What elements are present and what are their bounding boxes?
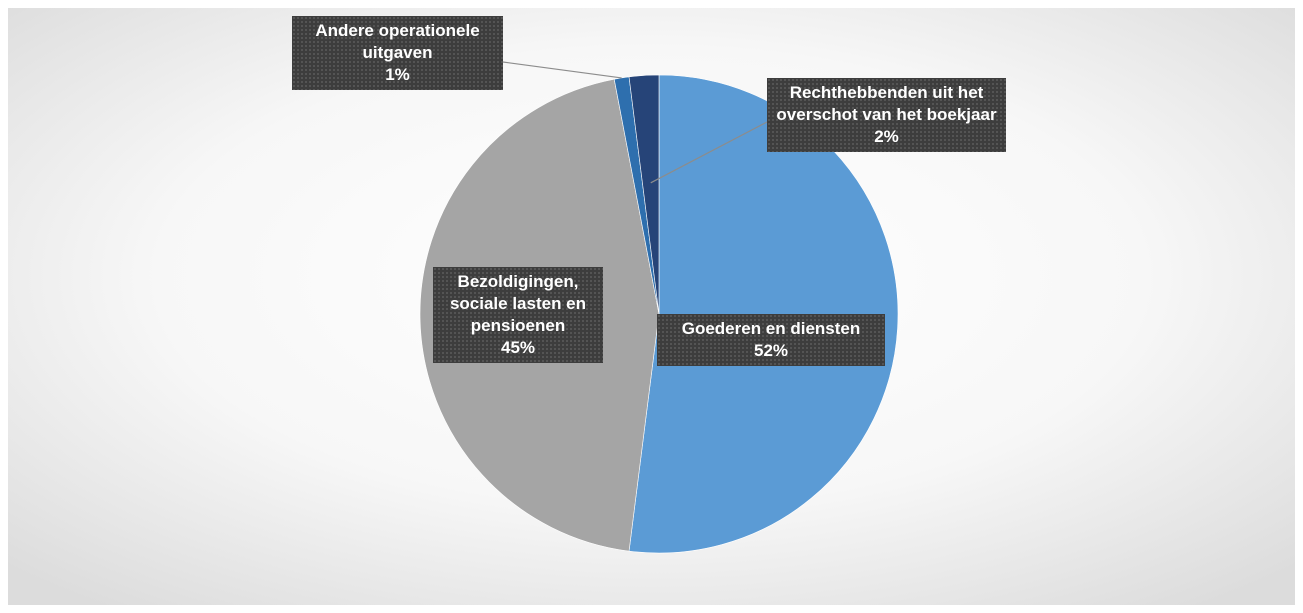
- label-value: 1%: [385, 65, 410, 84]
- pie-slice: [628, 74, 660, 315]
- data-label: Bezoldigingen, sociale lasten en pensioe…: [433, 267, 603, 363]
- label-category: Goederen en diensten: [681, 319, 861, 338]
- data-label: Rechthebbenden uit het overschot van het…: [767, 78, 1006, 152]
- data-label: Andere operationele uitgaven 1%: [292, 16, 503, 90]
- leader-line: [502, 61, 622, 79]
- label-value: 45%: [500, 338, 536, 357]
- data-label: Goederen en diensten 52%: [657, 314, 885, 366]
- label-category: Andere operationele uitgaven: [315, 21, 480, 62]
- label-category: Rechthebbenden uit het overschot van het…: [776, 83, 997, 124]
- label-value: 52%: [753, 341, 789, 360]
- label-category: Bezoldigingen, sociale lasten en pensioe…: [449, 272, 587, 335]
- label-value: 2%: [874, 127, 899, 146]
- leader-line: [650, 121, 768, 184]
